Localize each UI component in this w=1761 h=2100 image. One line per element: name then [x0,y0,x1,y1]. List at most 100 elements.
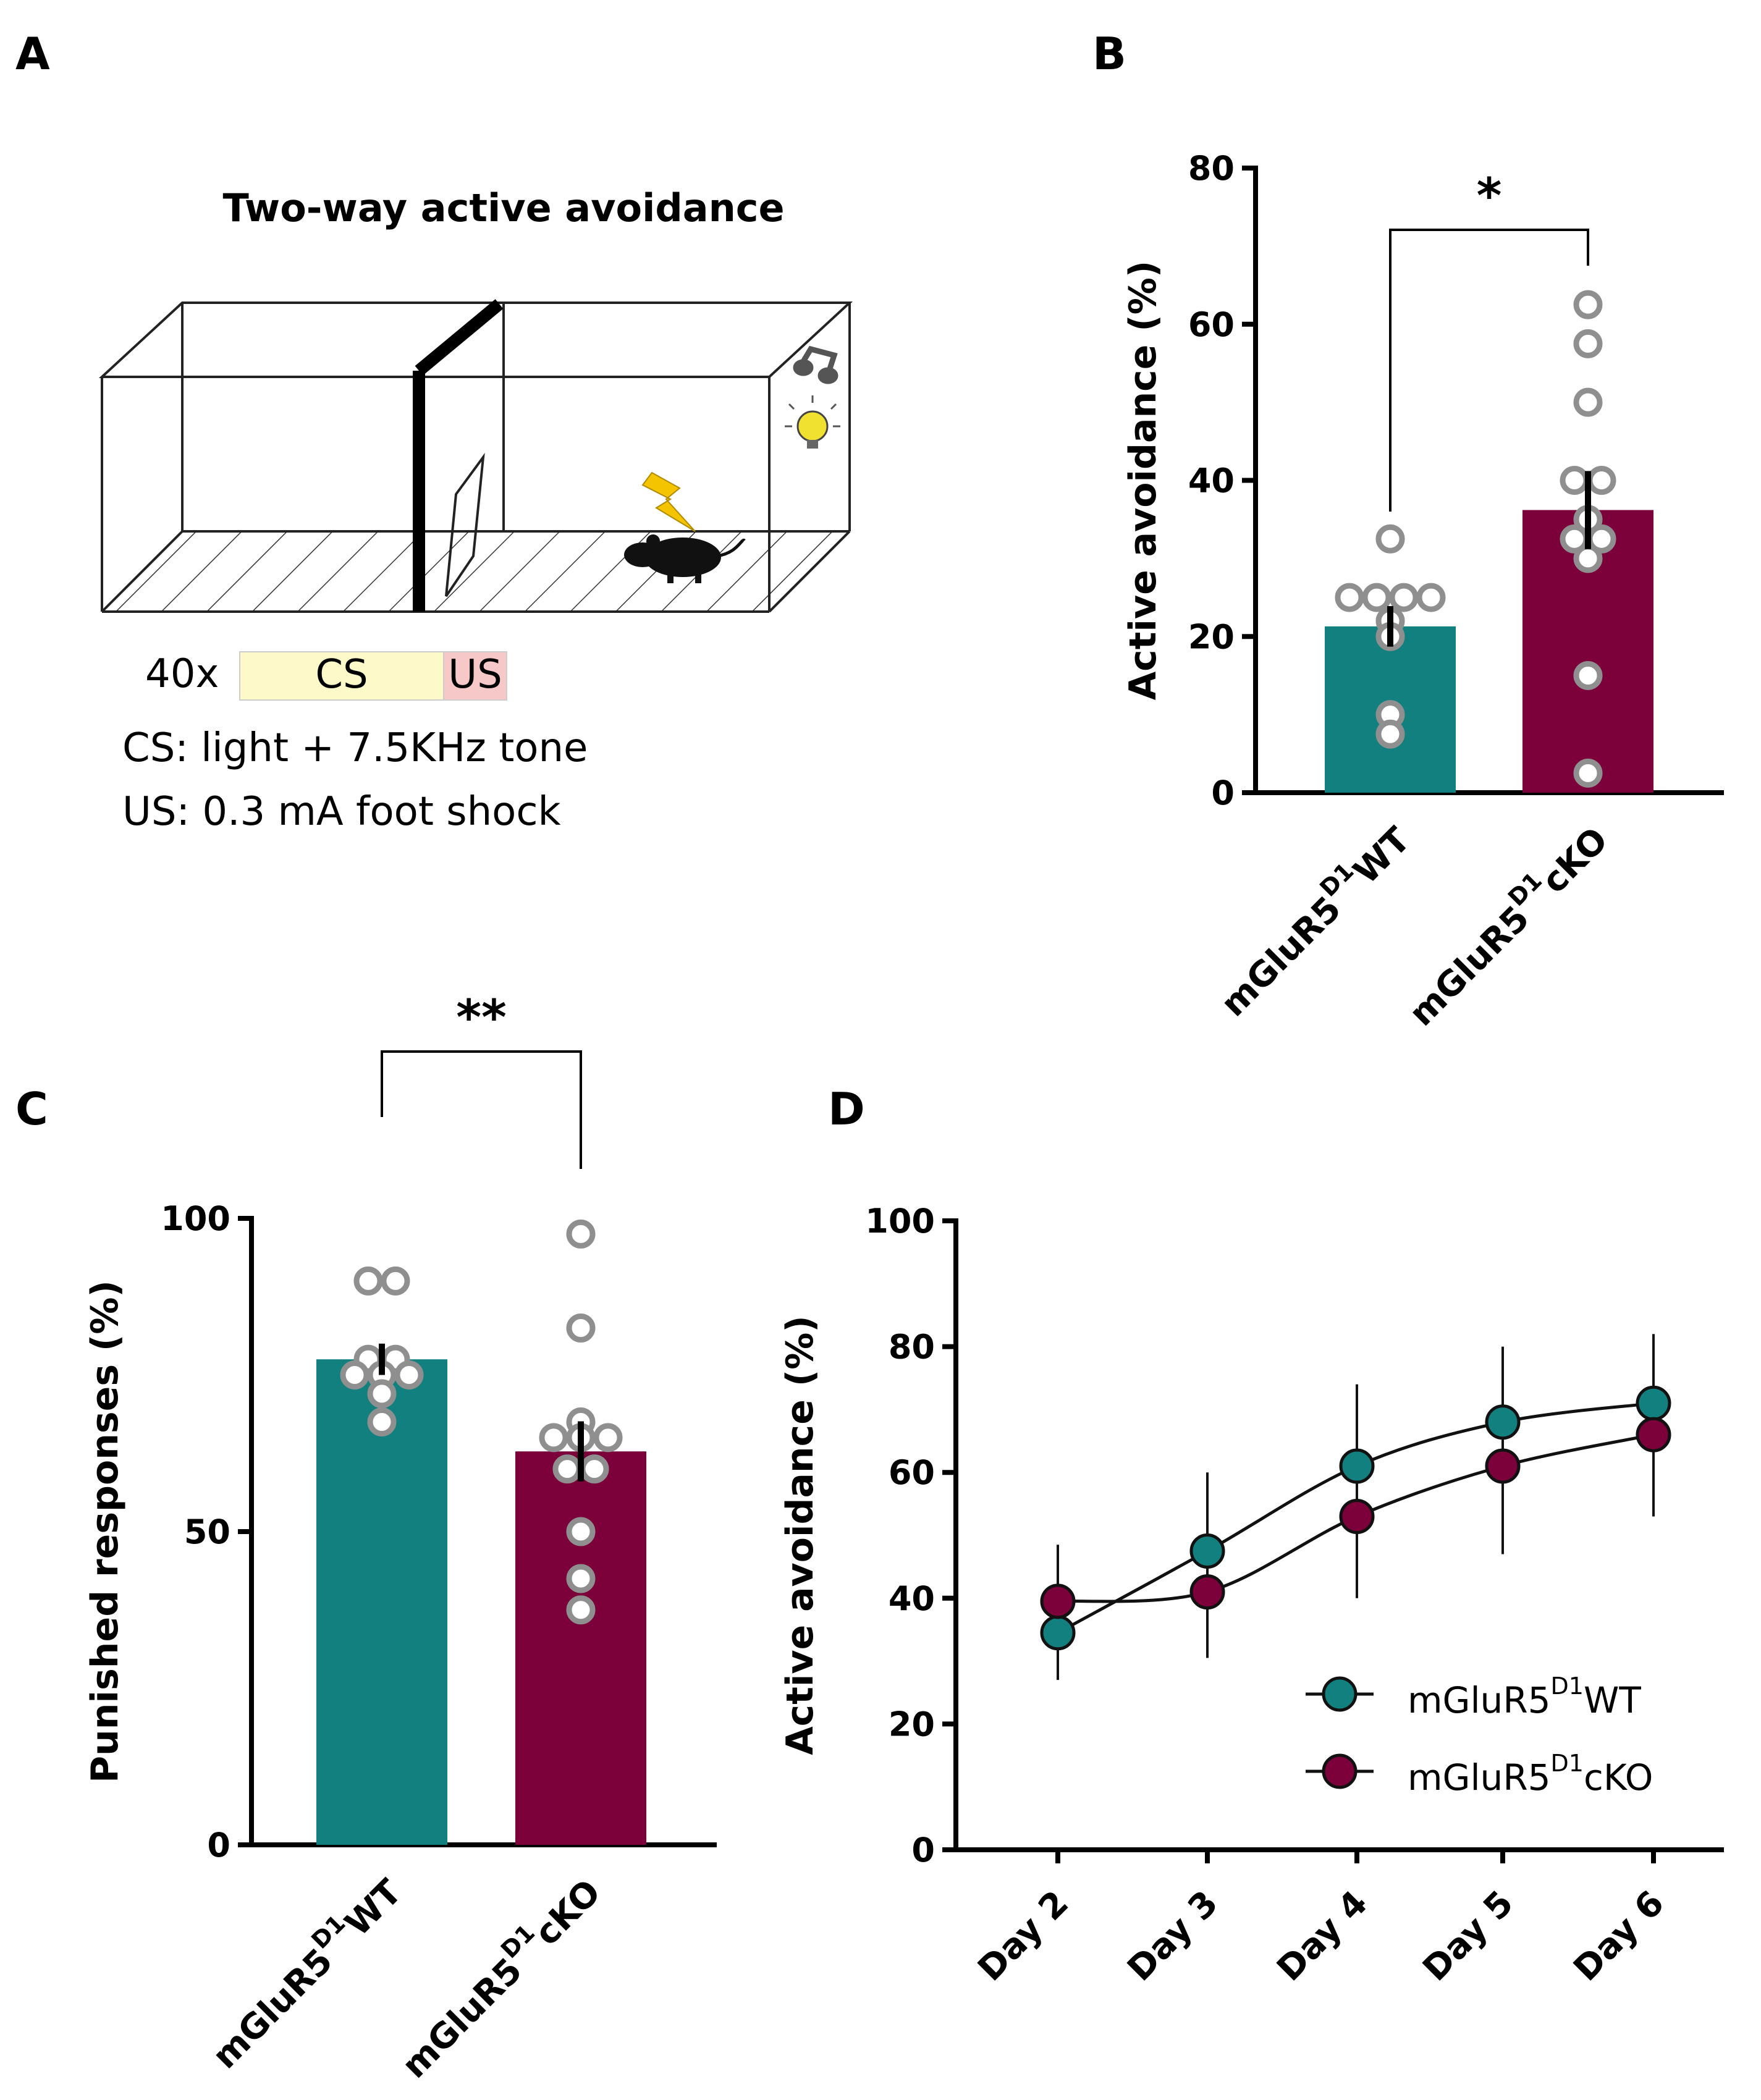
series-point-cko [1339,1498,1375,1534]
x-tick-label: Day 3 [1120,1883,1225,1989]
y-tick-label: 80 [889,1328,935,1367]
x-tick-label: Day 5 [1415,1883,1521,1989]
data-point [353,1266,383,1296]
shock-icon [641,471,696,532]
category-prefix: mGluR5 [1214,889,1349,1025]
y-tick-label: 20 [889,1705,935,1744]
legend-superscript: D1 [1551,1672,1584,1700]
data-point [566,1564,596,1593]
data-point [566,1219,596,1249]
category-name: WT [1346,820,1418,892]
category-prefix: mGluR5 [1401,898,1537,1034]
data-point [1362,583,1391,612]
data-point [381,1266,410,1296]
series-point-cko [1485,1448,1521,1484]
category-name: cKO [527,1872,609,1954]
y-tick-label: 100 [865,1202,935,1241]
y-tick-label: 0 [911,1831,935,1870]
legend-entry: mGluR5D1cKO [1408,1750,1653,1798]
us-block-label: US [448,652,502,698]
data-point [367,1407,397,1437]
series-point-wt [1040,1615,1076,1651]
legend-name: WT [1584,1679,1641,1721]
data-point [566,1595,596,1625]
data-point [1573,660,1603,690]
legend-name: cKO [1584,1756,1653,1798]
series-point-wt [1485,1404,1521,1440]
bar-wt [316,1359,447,1845]
schematic-panel: Two-way active avoidance [98,185,853,835]
data-point [1587,466,1616,495]
significance-marker: ** [456,990,507,1046]
data-point [1375,524,1405,554]
series-point-cko [1636,1417,1671,1453]
x-category-label: mGluR5D1cKO [1395,814,1615,1034]
series-point-cko [1040,1583,1076,1619]
y-tick-label: 40 [889,1579,935,1618]
panel-label-d: D [828,1083,865,1135]
data-point [394,1360,424,1389]
cs-block [239,651,444,701]
legend-marker [1322,1676,1358,1712]
schematic-title: Two-way active avoidance [222,185,784,230]
series-point-wt [1189,1533,1225,1569]
data-point [539,1423,568,1453]
y-axis-label: Active avoidance (%) [779,1315,822,1755]
significance-bracket [1389,229,1589,512]
cs-block-label: CS [315,652,368,698]
data-point [566,1517,596,1546]
data-point [580,1454,609,1484]
us-description: US: 0.3 mA foot shock [122,789,561,835]
panel-label-b: B [1092,28,1126,80]
music-note-icon [793,345,838,384]
series-point-wt [1636,1385,1671,1421]
door [445,452,485,597]
data-point [1416,583,1446,612]
legend-prefix: mGluR5 [1408,1679,1551,1721]
y-axis-label: Active avoidance (%) [1121,261,1165,701]
data-point [1573,290,1603,319]
x-tick-label: Day 2 [970,1883,1076,1989]
data-point [552,1454,582,1484]
y-axis-label: Punished responses (%) [83,1280,127,1783]
y-tick-label: 100 [161,1199,230,1238]
data-point [1389,583,1419,612]
x-tick-label: Day 6 [1566,1883,1671,1989]
data-point [593,1423,623,1453]
shuttle-box [98,299,853,613]
data-point [1573,329,1603,358]
chart-c: 0 50 100 Punished responses (%) mGluR5D1WTmG… [83,990,717,2086]
data-point [1335,583,1364,612]
y-tick-label: 50 [184,1512,230,1551]
trial-count: 40x [145,651,219,697]
y-tick-label: 60 [1188,305,1235,344]
legend-marker [1322,1753,1358,1789]
y-tick-label: 0 [207,1826,230,1865]
significance-bracket [381,1050,582,1169]
category-prefix: mGluR5 [394,1950,530,2086]
data-point [1375,719,1405,749]
data-point [566,1313,596,1343]
cs-description: CS: light + 7.5KHz tone [122,725,588,771]
x-category-label: mGluR5D1cKO [388,1866,608,2086]
legend-entry: mGluR5D1WT [1408,1672,1641,1721]
x-tick-label: Day 4 [1269,1883,1375,1989]
y-tick-label: 60 [889,1453,935,1492]
data-point [340,1360,370,1389]
mouse-icon [624,534,746,583]
legend-prefix: mGluR5 [1408,1756,1551,1798]
legend-superscript: D1 [1551,1750,1584,1777]
category-name: cKO [1534,820,1616,901]
light-bulb-icon [785,395,840,449]
panel-label-a: A [15,28,50,80]
chart-b: 0 20 40 60 80 Active avoidance (%) mGluR5D1WTm… [1121,149,1724,1034]
box-top [98,302,853,378]
y-tick-label: 80 [1188,149,1235,188]
y-tick-label: 20 [1188,617,1235,656]
y-tick-label: 0 [1211,774,1235,812]
category-name: WT [337,1872,410,1944]
series-point-wt [1339,1448,1375,1484]
series-point-cko [1189,1574,1225,1610]
data-point [1573,387,1603,417]
